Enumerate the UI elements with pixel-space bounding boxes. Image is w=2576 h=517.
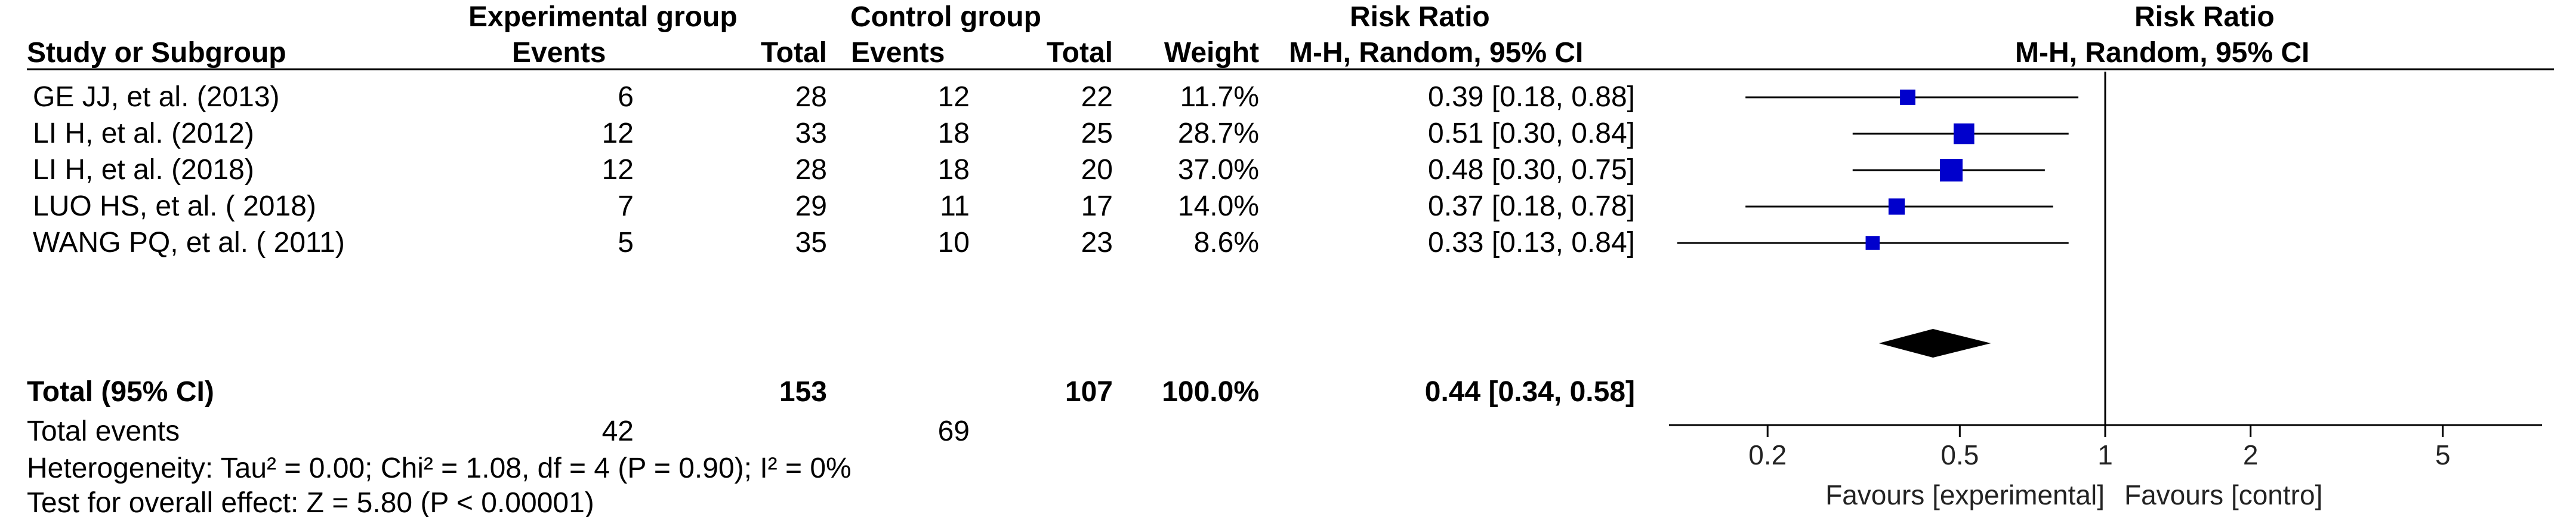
favours-right-label: Favours [contro]	[2124, 479, 2322, 510]
ctrl-total: 22	[1081, 81, 1113, 113]
x-tick-label: 2	[2243, 439, 2259, 470]
ci-text: 0.51 [0.30, 0.84]	[1428, 118, 1635, 149]
header-plot-title: Risk Ratio	[2134, 1, 2275, 33]
overall-effect-text: Test for overall effect: Z = 5.80 (P < 0…	[27, 487, 594, 517]
total-events-label: Total events	[27, 416, 180, 447]
ci-text: 0.37 [0.18, 0.78]	[1428, 190, 1635, 222]
effect-marker	[1953, 123, 1975, 144]
ctrl-events: 18	[938, 118, 970, 149]
exp-total: 33	[795, 118, 827, 149]
effect-marker	[1939, 159, 1963, 181]
study-name: LUO HS, et al. ( 2018)	[33, 190, 316, 222]
header-experimental-group: Experimental group	[468, 1, 738, 33]
header-ctrl-events: Events	[851, 37, 945, 69]
weight: 8.6%	[1194, 227, 1259, 258]
favours-left-label: Favours [experimental]	[1825, 479, 2105, 510]
header-plot-method: M-H, Random, 95% CI	[2015, 37, 2309, 69]
exp-events: 7	[618, 190, 634, 222]
x-tick-label: 1	[2097, 439, 2113, 470]
ci-text: 0.33 [0.13, 0.84]	[1428, 227, 1635, 258]
header-ctrl-total: Total	[1047, 37, 1113, 69]
weight: 14.0%	[1178, 190, 1259, 222]
total-exp-total: 153	[779, 376, 827, 408]
ctrl-events: 11	[940, 190, 970, 222]
effect-marker	[1888, 198, 1905, 215]
exp-total: 28	[795, 154, 827, 186]
ci-text: 0.48 [0.30, 0.75]	[1428, 154, 1635, 186]
ctrl-events: 18	[938, 154, 970, 186]
total-label: Total (95% CI)	[27, 376, 214, 408]
ctrl-total: 25	[1081, 118, 1113, 149]
header-weight: Weight	[1164, 37, 1259, 69]
weight: 28.7%	[1178, 118, 1259, 149]
heterogeneity-text: Heterogeneity: Tau² = 0.00; Chi² = 1.08,…	[27, 453, 852, 484]
header-study: Study or Subgroup	[27, 37, 286, 69]
header-risk-ratio-column: Risk Ratio	[1350, 1, 1490, 33]
total-events-exp: 42	[602, 416, 634, 447]
study-rows: GE JJ, et al. (2013) 6 28 12 22 11.7% 0.39 [0.…	[33, 81, 1635, 258]
ctrl-total: 17	[1081, 190, 1113, 222]
study-name: LI H, et al. (2018)	[33, 154, 254, 186]
header-rr-method: M-H, Random, 95% CI	[1289, 37, 1583, 69]
weight: 11.7%	[1180, 81, 1259, 113]
x-tick-label: 0.5	[1941, 439, 1979, 470]
study-name: GE JJ, et al. (2013)	[33, 81, 280, 113]
pooled-diamond	[1878, 329, 1991, 358]
header-control-group: Control group	[850, 1, 1041, 33]
effect-marker	[1865, 236, 1880, 250]
header-exp-events: Events	[512, 37, 606, 69]
ctrl-events: 10	[938, 227, 970, 258]
study-name: WANG PQ, et al. ( 2011)	[33, 227, 345, 258]
weight: 37.0%	[1178, 154, 1259, 186]
total-events-ctrl: 69	[938, 416, 970, 447]
exp-events: 5	[618, 227, 634, 258]
total-ctrl-total: 107	[1065, 376, 1113, 408]
exp-events: 6	[618, 81, 634, 113]
total-weight: 100.0%	[1162, 376, 1259, 408]
ci-text: 0.39 [0.18, 0.88]	[1428, 81, 1635, 113]
effect-marker	[1900, 90, 1915, 105]
ctrl-events: 12	[938, 81, 970, 113]
study-name: LI H, et al. (2012)	[33, 118, 254, 149]
total-ci-text: 0.44 [0.34, 0.58]	[1425, 376, 1635, 408]
forest-graphics: 0.2 0.5 1 2 5	[1669, 72, 2542, 470]
ctrl-total: 20	[1081, 154, 1113, 186]
exp-total: 28	[795, 81, 827, 113]
ctrl-total: 23	[1081, 227, 1113, 258]
x-tick-label: 5	[2435, 439, 2451, 470]
x-tick-label: 0.2	[1748, 439, 1787, 470]
exp-total: 35	[795, 227, 827, 258]
exp-events: 12	[602, 154, 634, 186]
exp-total: 29	[795, 190, 827, 222]
header-exp-total: Total	[761, 37, 827, 69]
exp-events: 12	[602, 118, 634, 149]
